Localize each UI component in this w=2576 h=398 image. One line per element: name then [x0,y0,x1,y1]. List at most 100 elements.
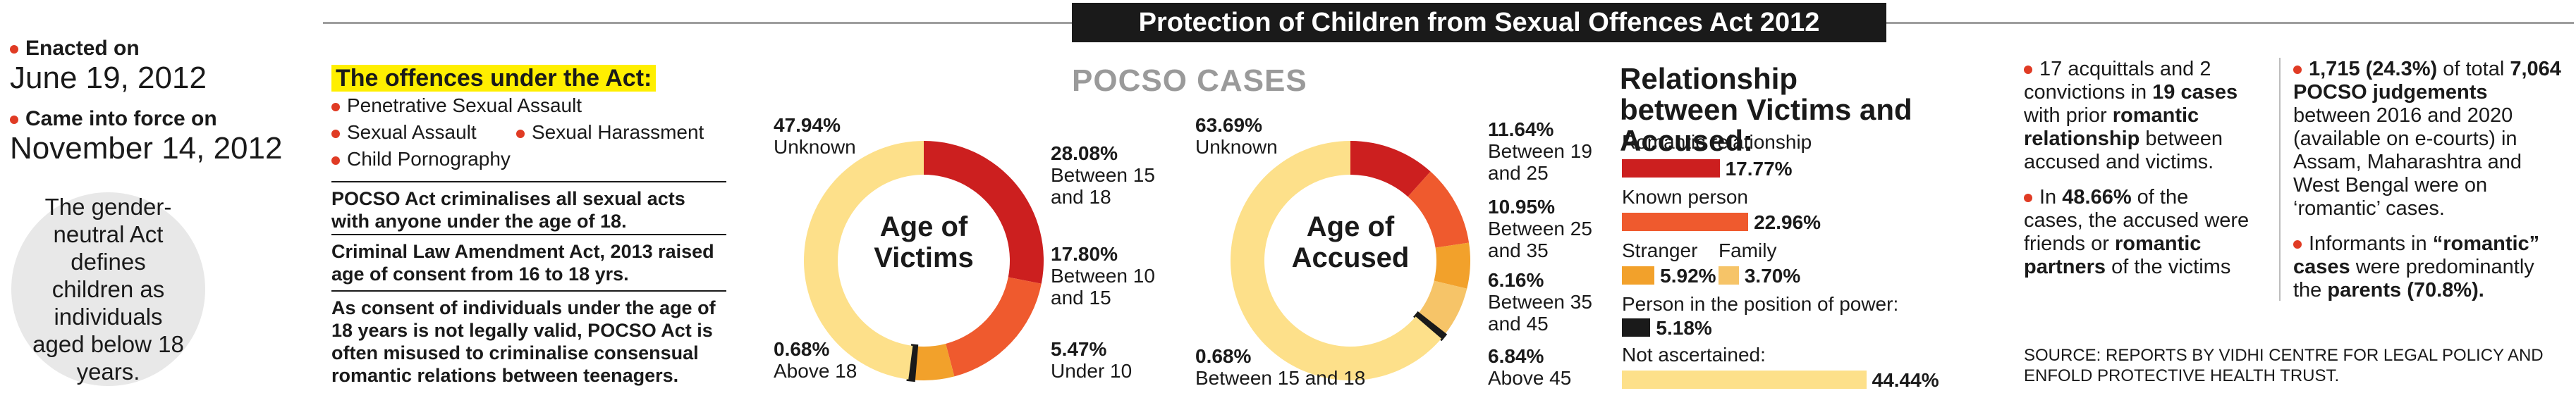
fact-text: between accused and victims. [2024,128,2223,173]
title-rule-left [323,22,1072,24]
facts-divider [2279,58,2281,301]
bullet-dot-icon [516,129,525,138]
victims-slice-2 [913,343,955,380]
rel-label-stranger: Stranger [1622,240,1698,261]
bullet-dot-icon [10,45,18,54]
fact-bold: “romantic” cases [2293,232,2540,278]
victims-slice-4 [803,141,924,380]
rel-label-romantic: Romantic relationship [1622,131,1812,153]
seg-pct: 10.95% [1488,196,1555,218]
gender-neutral-note-text: The gender-neutral Act defines children … [32,194,184,385]
bullet-dot-icon [2024,194,2032,203]
offences-rule-2 [331,234,726,235]
fact-col1-item-2: In 48.66% of the cases, the accused were… [2024,186,2250,279]
victims-label-10-15: 17.80% Between 10 and 15 [1051,243,1156,309]
rel-bar-not-ascertained [1622,371,1867,389]
offence-item-label: Sexual Harassment [532,121,704,143]
relationship-title: Relationship between Victims and Accused… [1620,62,1912,157]
rel-value-romantic: 17.77% [1725,158,1793,180]
enacted-block: Enacted on June 19, 2012 [10,37,207,96]
enacted-date: June 19, 2012 [10,61,207,95]
offence-item-1: Sexual Assault [331,121,477,144]
seg-pct: 0.68% [774,338,830,360]
bullet-dot-icon [331,129,340,138]
rel-label-power: Person in the position of power: [1622,293,1899,315]
fact-bold: 1,715 (24.3%) [2309,58,2438,80]
fact-bold: parents (70.8%). [2327,279,2484,301]
fact-text: In [2039,186,2063,209]
fact-text: of the victims [2106,256,2231,278]
bullet-dot-icon [2293,66,2302,75]
seg-name: Unknown [1195,136,1278,158]
bullet-dot-icon [331,156,340,165]
accused-center-label: Age of Accused [1291,211,1410,273]
accused-label-35-45: 6.16% Between 35 and 45 [1488,269,1594,335]
force-date: November 14, 2012 [10,131,283,166]
offence-item-label: Child Pornography [347,148,511,170]
gender-neutral-note: The gender-neutral Act defines children … [11,192,205,386]
offences-rule-1 [331,181,726,182]
accused-slice-5 [1231,141,1442,380]
page-title: Protection of Children from Sexual Offen… [1072,3,1886,42]
accused-label-19-25: 11.64% Between 19 and 25 [1488,118,1594,184]
bullet-dot-icon [2293,240,2302,249]
accused-slices [1231,141,1470,380]
accused-slice-2 [1434,242,1470,289]
accused-donut-chart [1231,141,1470,380]
offences-para-1: POCSO Act criminalises all sexual acts w… [331,188,685,232]
seg-name: Above 18 [774,360,857,382]
offences-heading: The offences under the Act: [331,65,657,92]
victims-label-15-18: 28.08% Between 15 and 18 [1051,142,1156,208]
fact-col1-item-1: 17 acquittals and 2 convictions in 19 ca… [2024,58,2278,174]
rel-value-not-ascertained: 44.44% [1872,369,1939,391]
seg-name: Between 10 and 15 [1051,265,1155,309]
rel-bar-stranger [1622,266,1655,285]
fact-bold: 7,064 POCSO judgements [2293,58,2561,104]
offence-item-2: Sexual Harassment [516,121,704,144]
victims-slice-1 [946,277,1042,377]
fact-text: were predominantly the [2293,256,2534,301]
accused-slice-4 [1413,311,1448,342]
rel-value-power: 5.18% [1656,317,1712,339]
fact-bold: romantic relationship [2024,104,2199,150]
rel-label-known: Known person [1622,186,1749,208]
accused-label-above-45: 6.84% Above 45 [1488,345,1571,389]
fact-bold: 19 cases [2152,81,2238,104]
fact-text: of the cases, the accused were friends o… [2024,186,2250,255]
offences-para-3: As consent of individuals under the age … [331,297,716,386]
seg-pct: 17.80% [1051,243,1118,265]
offences-para-2: Criminal Law Amendment Act, 2013 raised … [331,241,714,285]
offence-item-label: Penetrative Sexual Assault [347,94,582,116]
rel-value-stranger: 5.92% [1660,265,1716,287]
fact-text: of total [2437,58,2510,80]
rel-label-not-ascertained: Not ascertained: [1622,344,1766,366]
rel-bar-power [1622,318,1651,337]
seg-pct: 0.68% [1195,345,1252,367]
enacted-label: Enacted on [25,37,140,60]
pocso-cases-title: POCSO CASES [1072,63,1307,98]
seg-pct: 47.94% [774,114,841,136]
offences-heading-wrap: The offences under the Act: [331,65,657,92]
accused-slice-1 [1408,171,1470,248]
seg-name: Between 25 and 35 [1488,218,1592,261]
fact-col2-item-2: Informants in “romantic” cases were pred… [2293,232,2568,302]
rel-label-family: Family [1719,240,1777,261]
source-note: SOURCE: REPORTS BY VIDHI CENTRE FOR LEGA… [2024,346,2544,385]
victims-slice-0 [924,141,1044,284]
rel-bar-family [1719,266,1739,285]
seg-pct: 28.08% [1051,142,1118,164]
victims-slices [803,141,1044,383]
offence-item-3: Child Pornography [331,148,511,170]
victims-label-above-18: 0.68% Above 18 [774,338,857,382]
seg-pct: 5.47% [1051,338,1107,360]
seg-pct: 6.16% [1488,269,1544,291]
seg-name: Between 19 and 25 [1488,140,1592,184]
fact-bold: 48.66% [2062,186,2132,209]
victims-donut-chart [803,141,1044,383]
rel-value-family: 3.70% [1744,265,1801,287]
seg-pct: 63.69% [1195,114,1262,136]
seg-pct: 6.84% [1488,345,1544,367]
rel-value-known: 22.96% [1754,211,1821,233]
victims-label-under-10: 5.47% Under 10 [1051,338,1132,382]
offence-item-label: Sexual Assault [347,121,477,143]
